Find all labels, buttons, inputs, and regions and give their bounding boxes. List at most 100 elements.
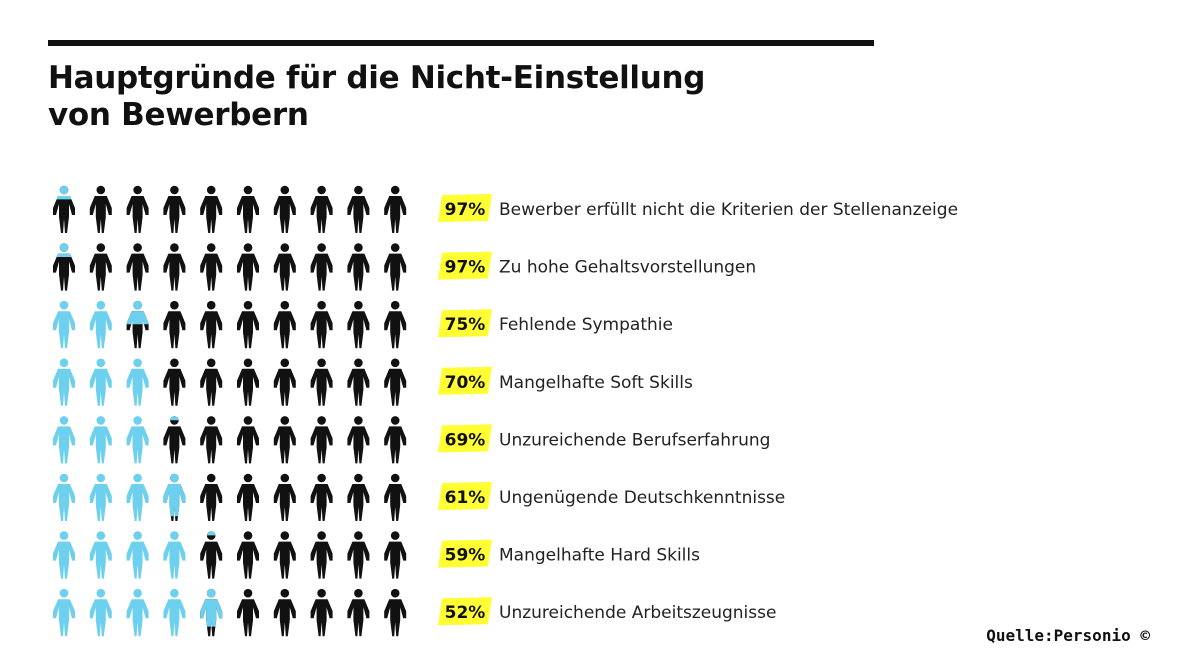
person-icon — [273, 473, 296, 521]
person-icon — [273, 185, 296, 233]
person-icon — [53, 416, 75, 464]
person-icon — [347, 473, 370, 521]
person-icon — [347, 358, 370, 406]
person-icon — [273, 358, 296, 406]
person-icon — [237, 300, 259, 349]
person-icon — [273, 300, 296, 349]
category-label: Mangelhafte Hard Skills — [499, 546, 700, 566]
category-label: Zu hohe Gehaltsvorstellungen — [499, 258, 756, 278]
pictogram-row: 59% Mangelhafte Hard Skills — [53, 531, 700, 579]
value-label: 97% — [445, 258, 486, 278]
person-icon — [347, 588, 370, 637]
person-icon — [53, 358, 75, 406]
person-icon — [53, 243, 75, 291]
person-icon — [89, 358, 112, 406]
person-icon — [384, 185, 407, 233]
person-icon — [310, 416, 333, 464]
person-icon — [384, 358, 407, 406]
pictogram-row: 61% Ungenügende Deutschkenntnisse — [53, 473, 785, 521]
person-icon — [163, 243, 186, 291]
person-icon — [237, 531, 259, 579]
category-label: Unzureichende Berufserfahrung — [499, 430, 770, 450]
person-icon — [53, 185, 75, 233]
person-icon — [347, 531, 370, 579]
person-icon — [237, 358, 259, 406]
person-icon — [200, 588, 223, 637]
person-icon — [237, 185, 259, 233]
person-icon — [89, 416, 112, 464]
source-note: Quelle:Personio © — [986, 626, 1150, 645]
person-icon — [163, 473, 186, 521]
category-label: Ungenügende Deutschkenntnisse — [499, 488, 785, 508]
person-icon — [273, 588, 296, 637]
value-badge — [438, 482, 492, 510]
value-label: 70% — [445, 373, 486, 393]
person-icon — [53, 531, 75, 579]
value-badge — [438, 251, 492, 280]
category-label: Fehlende Sympathie — [499, 315, 673, 335]
person-icon — [200, 416, 223, 464]
person-icon — [200, 358, 223, 406]
person-icon — [89, 243, 112, 291]
value-label: 97% — [445, 200, 486, 220]
person-icon — [53, 473, 75, 521]
person-icon — [200, 185, 223, 233]
category-label: Mangelhafte Soft Skills — [499, 373, 693, 393]
value-label: 61% — [445, 488, 486, 508]
person-icon — [126, 358, 149, 406]
pictogram-row: 52% Unzureichende Arbeitszeugnisse — [53, 588, 776, 637]
copyright-symbol: © — [1140, 626, 1150, 645]
person-icon — [126, 416, 149, 464]
person-icon — [163, 588, 186, 637]
person-icon — [126, 300, 149, 349]
person-icon — [126, 185, 149, 233]
value-badge — [438, 424, 492, 453]
chart-title-line-2: von Bewerbern — [48, 97, 309, 133]
person-icon — [347, 243, 370, 291]
pictogram-row: 97% Zu hohe Gehaltsvorstellungen — [53, 243, 756, 291]
category-label: Bewerber erfüllt nicht die Kriterien der… — [499, 200, 958, 220]
chart-title-line-1: Hauptgründe für die Nicht-Einstellung — [48, 60, 706, 96]
person-icon — [126, 473, 149, 521]
person-icon — [200, 473, 223, 521]
person-icon — [310, 300, 333, 349]
person-icon — [89, 531, 112, 579]
value-label: 59% — [445, 546, 486, 566]
person-icon — [89, 185, 112, 233]
value-badge — [438, 194, 492, 222]
person-icon — [237, 243, 259, 291]
person-icon — [273, 416, 296, 464]
person-icon — [53, 300, 75, 349]
value-label: 75% — [445, 315, 486, 335]
person-icon — [310, 358, 333, 406]
person-icon — [163, 358, 186, 406]
person-icon — [384, 473, 407, 521]
chart-title: Hauptgründe für die Nicht-Einstellung vo… — [48, 60, 705, 134]
person-icon — [273, 243, 296, 291]
person-icon — [310, 243, 333, 291]
person-icon — [126, 531, 149, 579]
value-label: 69% — [445, 430, 486, 450]
person-icon — [310, 185, 333, 233]
person-icon — [53, 588, 75, 637]
person-icon — [237, 473, 259, 521]
person-icon — [273, 531, 296, 579]
person-icon — [200, 300, 223, 349]
person-icon — [89, 473, 112, 521]
person-icon — [163, 300, 186, 349]
person-icon — [89, 588, 112, 637]
person-icon — [237, 416, 259, 464]
person-icon — [347, 416, 370, 464]
value-badge — [438, 597, 492, 626]
value-badge — [438, 309, 492, 338]
person-icon — [126, 588, 149, 637]
person-icon — [163, 416, 186, 464]
person-icon — [384, 416, 407, 464]
person-icon — [126, 243, 149, 291]
value-badge — [438, 366, 492, 395]
person-icon — [200, 531, 223, 579]
pictogram-row: 69% Unzureichende Berufserfahrung — [53, 416, 770, 464]
person-icon — [384, 531, 407, 579]
person-icon — [384, 243, 407, 291]
